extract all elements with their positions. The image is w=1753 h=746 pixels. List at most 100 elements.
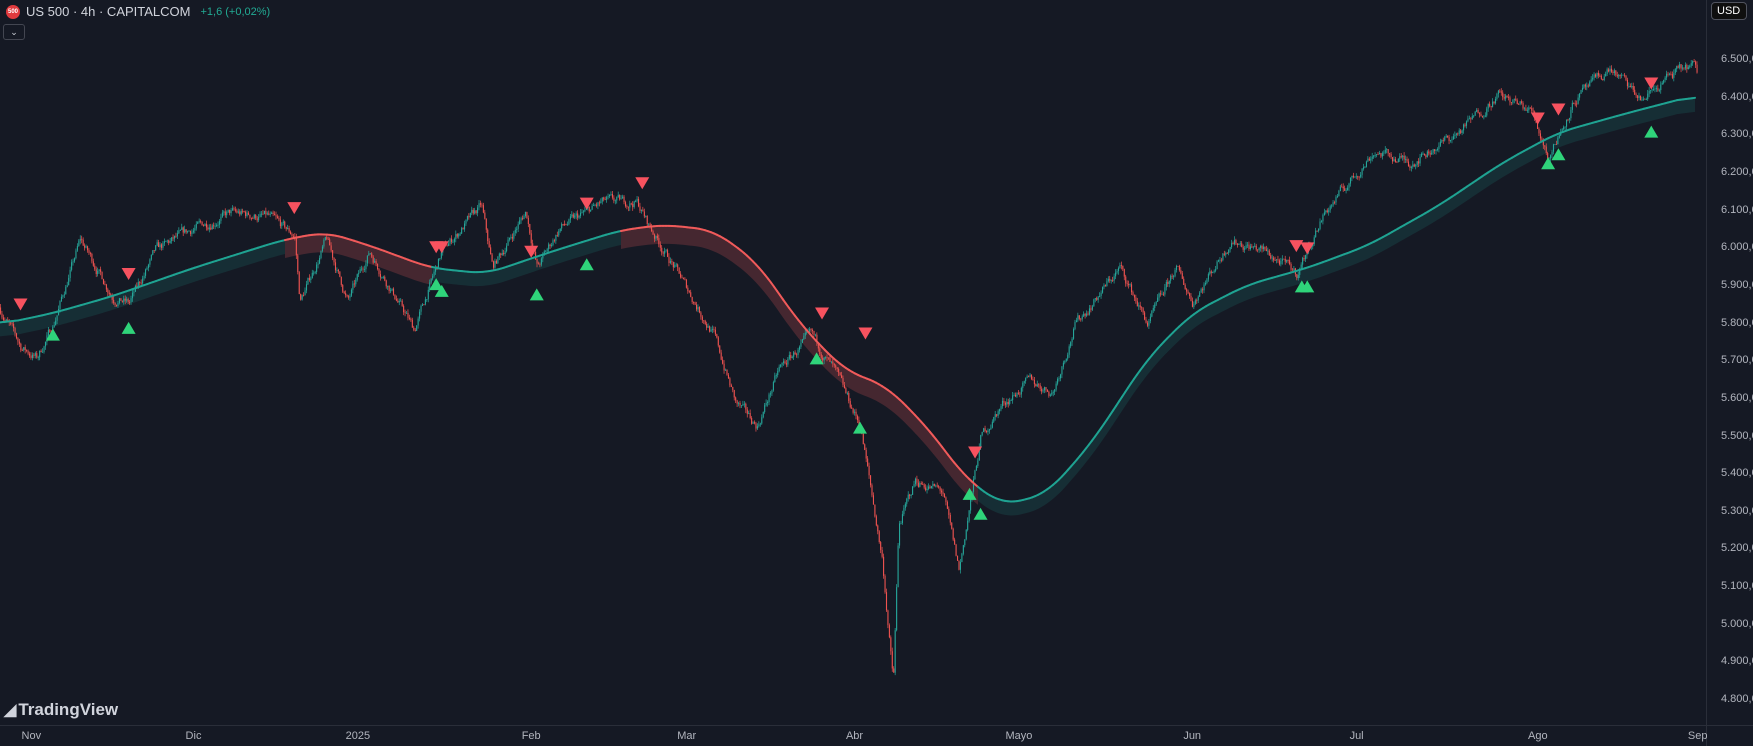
candle <box>754 422 756 424</box>
candle <box>1695 61 1697 65</box>
collapse-legend-button[interactable]: ⌄ <box>3 24 25 40</box>
candle <box>1635 94 1637 96</box>
candle <box>871 485 873 496</box>
ma-band-segment <box>609 233 612 248</box>
chevron-down-icon: ⌄ <box>10 26 18 37</box>
ma-band-segment <box>726 239 729 260</box>
candle <box>1048 391 1050 396</box>
candle <box>523 216 525 220</box>
buy-signal-icon <box>434 284 449 297</box>
candle <box>1461 130 1463 133</box>
ma-band-segment <box>1521 151 1524 167</box>
ma-band-segment <box>1287 272 1290 288</box>
candle <box>1016 392 1018 397</box>
price-tick-label: 6.400,0 <box>1721 90 1753 103</box>
candle <box>864 444 866 451</box>
candle <box>935 485 937 487</box>
candle <box>1115 272 1117 277</box>
candle <box>1687 67 1689 70</box>
symbol-title[interactable]: US 500 · 4h · CAPITALCOM <box>26 4 191 19</box>
candle <box>155 245 157 251</box>
candle <box>725 369 727 371</box>
candle <box>1673 73 1675 78</box>
candle <box>385 280 387 287</box>
candle <box>558 231 560 236</box>
candle <box>1296 274 1298 279</box>
ma-band-segment <box>1446 198 1449 215</box>
candle <box>321 246 323 251</box>
candle <box>593 205 595 206</box>
candle <box>1637 95 1639 98</box>
ma-band-segment <box>441 268 444 284</box>
candle <box>885 592 888 611</box>
currency-button[interactable]: USD <box>1711 2 1747 20</box>
time-tick-label: Abr <box>845 730 864 742</box>
candle <box>201 221 203 226</box>
candle <box>156 242 158 246</box>
candle <box>1416 161 1418 166</box>
ma-band-segment <box>1656 104 1659 120</box>
ma-band-segment <box>210 261 213 277</box>
candle <box>506 245 508 252</box>
candle <box>1384 149 1386 153</box>
ma-band-segment <box>93 300 96 316</box>
candle <box>665 250 667 251</box>
candle <box>1055 383 1057 390</box>
candle <box>842 377 844 385</box>
ma-band-segment <box>201 264 204 280</box>
ma-band-segment <box>1689 98 1692 113</box>
candle <box>730 385 732 388</box>
ma-band-segment <box>561 247 564 263</box>
candle <box>334 262 337 271</box>
candle <box>896 587 898 631</box>
candle <box>159 244 161 248</box>
candle <box>401 300 403 306</box>
candle <box>475 210 477 214</box>
candle <box>176 233 178 237</box>
symbol-header[interactable]: 500 US 500 · 4h · CAPITALCOM +1,6 (+0,02… <box>6 4 270 19</box>
candle <box>1686 65 1688 70</box>
ma-band-segment <box>1518 152 1521 169</box>
candle <box>1344 188 1346 191</box>
time-tick-label: Mar <box>677 730 697 742</box>
ma-band-segment <box>1662 103 1665 119</box>
candle <box>1038 384 1040 386</box>
candle <box>952 528 954 540</box>
candle <box>1508 96 1510 98</box>
sell-signal-icon <box>815 307 830 320</box>
ma-band-segment <box>1383 235 1386 252</box>
ma-band-segment <box>639 227 642 246</box>
ma-band-segment <box>1272 277 1275 292</box>
candle <box>98 269 100 272</box>
candle <box>694 302 696 305</box>
ma-band-segment <box>1593 121 1596 137</box>
candle <box>29 353 31 356</box>
candle <box>1592 77 1594 80</box>
ma-band-segment <box>324 234 327 253</box>
candle <box>78 240 80 247</box>
candle <box>829 357 831 362</box>
ma-band-segment <box>24 318 27 334</box>
candle <box>94 265 96 270</box>
candle <box>17 338 19 342</box>
ma-band-segment <box>75 305 78 321</box>
candle <box>501 252 503 255</box>
ma-band-segment <box>894 394 897 416</box>
candle <box>986 431 988 433</box>
tradingview-logo[interactable]: ◢ TradingView <box>4 700 118 720</box>
ma-band-segment <box>1182 321 1185 338</box>
candle <box>421 304 424 306</box>
candle <box>1075 320 1077 323</box>
candle <box>996 414 998 416</box>
candle <box>121 300 123 302</box>
candle <box>954 539 956 545</box>
candle <box>23 347 25 351</box>
candle <box>182 227 184 233</box>
ma-band-segment <box>798 319 801 342</box>
ma-band-segment <box>1323 261 1326 277</box>
candle <box>4 319 6 321</box>
ma-band-segment <box>195 266 198 282</box>
ma-band-segment <box>807 330 810 352</box>
candle <box>1683 67 1685 69</box>
